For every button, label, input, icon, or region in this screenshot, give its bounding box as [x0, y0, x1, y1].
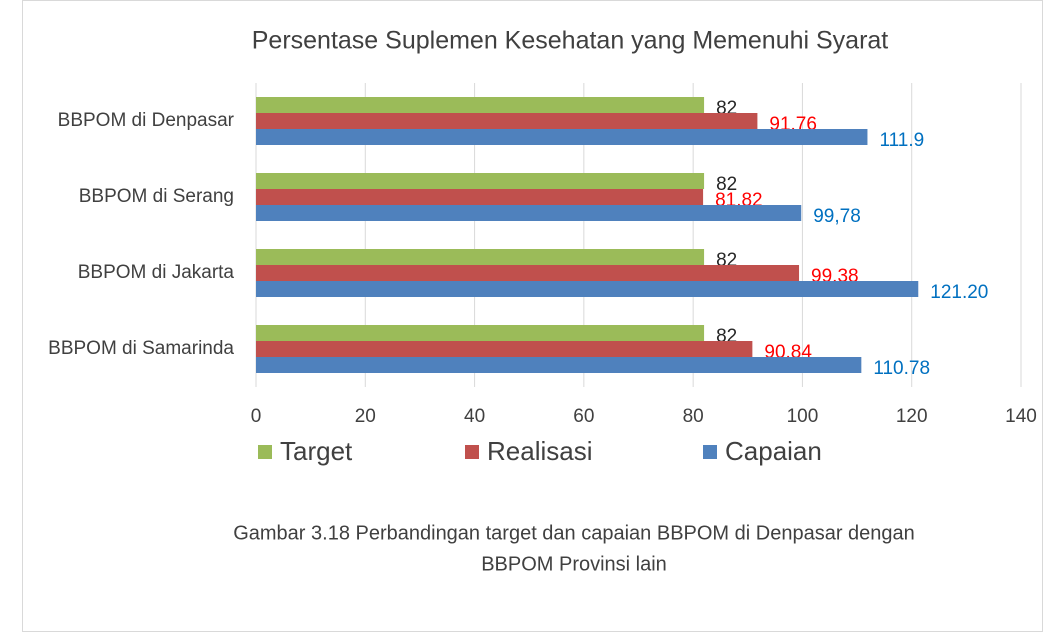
- bar: [256, 129, 868, 145]
- chart-border: [22, 0, 1043, 632]
- legend-label: Capaian: [725, 436, 822, 466]
- x-tick-label: 0: [251, 406, 262, 427]
- x-tick-label: 20: [355, 406, 376, 427]
- legend-label: Target: [280, 436, 353, 466]
- x-tick-label: 60: [573, 406, 594, 427]
- value-label: 121.20: [930, 282, 988, 303]
- x-tick-label: 140: [1005, 406, 1037, 427]
- bar: [256, 97, 705, 113]
- value-label: 99,78: [813, 206, 861, 227]
- value-label: 111.9: [879, 130, 924, 151]
- bar: [256, 173, 705, 189]
- caption: Gambar 3.18 Perbandingan target dan capa…: [233, 522, 915, 544]
- x-tick-label: 40: [464, 406, 485, 427]
- caption: BBPOM Provinsi lain: [481, 553, 667, 575]
- x-tick-label: 120: [896, 406, 928, 427]
- y-tick-label: BBPOM di Jakarta: [78, 262, 235, 283]
- bar: [256, 113, 758, 129]
- bar: [256, 281, 919, 297]
- bar: [256, 205, 802, 221]
- bar: [256, 357, 862, 373]
- chart-title: Persentase Suplemen Kesehatan yang Memen…: [252, 27, 889, 55]
- y-tick-label: BBPOM di Serang: [79, 186, 234, 207]
- legend-swatch: [703, 445, 717, 459]
- bar: [256, 265, 800, 281]
- bar: [256, 189, 704, 205]
- legend-swatch: [258, 445, 272, 459]
- legend-swatch: [465, 445, 479, 459]
- y-tick-label: BBPOM di Samarinda: [48, 338, 234, 359]
- value-label: 82: [716, 174, 737, 195]
- bar: [256, 249, 705, 265]
- x-tick-label: 100: [787, 406, 819, 427]
- x-tick-label: 80: [683, 406, 704, 427]
- bar: [256, 341, 753, 357]
- bar: [256, 325, 705, 341]
- y-tick-label: BBPOM di Denpasar: [58, 110, 235, 131]
- value-label: 110.78: [873, 358, 930, 379]
- legend-label: Realisasi: [487, 436, 593, 466]
